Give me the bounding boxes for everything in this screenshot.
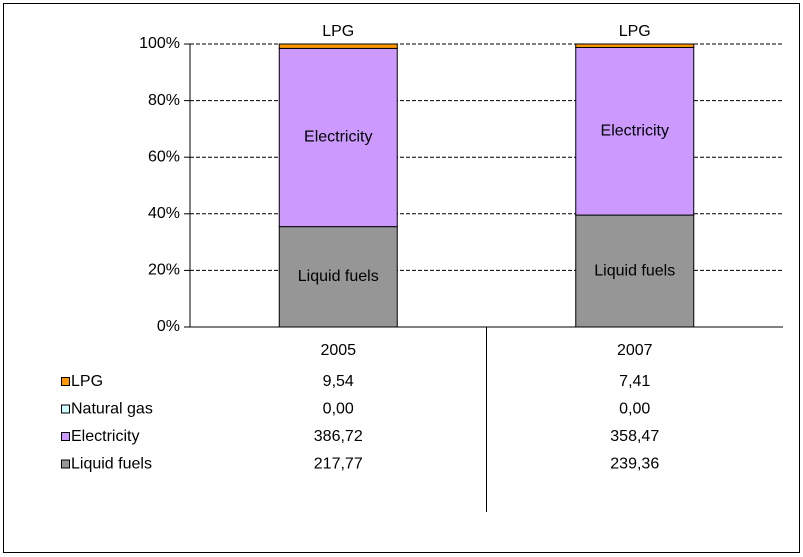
x-tick-label: 2005 (320, 342, 356, 359)
legend-label: Liquid fuels (71, 456, 152, 473)
y-tick-label: 100% (139, 35, 180, 52)
y-tick-label: 80% (148, 92, 180, 109)
y-tick-label: 0% (157, 318, 180, 335)
table-value: 386,72 (314, 428, 363, 445)
bar-segment (278, 47, 398, 228)
y-tick-label: 40% (148, 205, 180, 222)
segment-label: Liquid fuels (594, 262, 675, 279)
table-value: 0,00 (619, 401, 650, 418)
segment-label: Electricity (601, 122, 669, 139)
segment-label: Liquid fuels (298, 268, 379, 285)
table-value: 7,41 (619, 373, 650, 390)
legend-label: Electricity (71, 428, 139, 445)
bar-segment (575, 43, 695, 48)
segment-label: Electricity (304, 129, 372, 146)
segment-label: LPG (322, 23, 354, 40)
legend-key (61, 459, 70, 469)
legend-key (61, 432, 70, 441)
table-value: 217,77 (314, 456, 363, 473)
legend-key (61, 404, 70, 414)
table-value: 239,36 (610, 456, 659, 473)
bar-segment (575, 46, 695, 216)
table-value: 358,47 (610, 428, 659, 445)
y-tick-label: 60% (148, 148, 180, 165)
y-tick-label: 20% (148, 262, 180, 279)
legend-key (61, 377, 70, 386)
legend-label: Natural gas (71, 401, 153, 418)
legend-label: LPG (71, 373, 103, 390)
bar-segment (575, 214, 695, 328)
table-value: 9,54 (323, 373, 354, 390)
table-value: 0,00 (323, 401, 354, 418)
bar-segment (278, 43, 398, 49)
bar-segment (278, 226, 398, 328)
x-tick-label: 2007 (617, 342, 653, 359)
segment-label: LPG (619, 23, 651, 40)
